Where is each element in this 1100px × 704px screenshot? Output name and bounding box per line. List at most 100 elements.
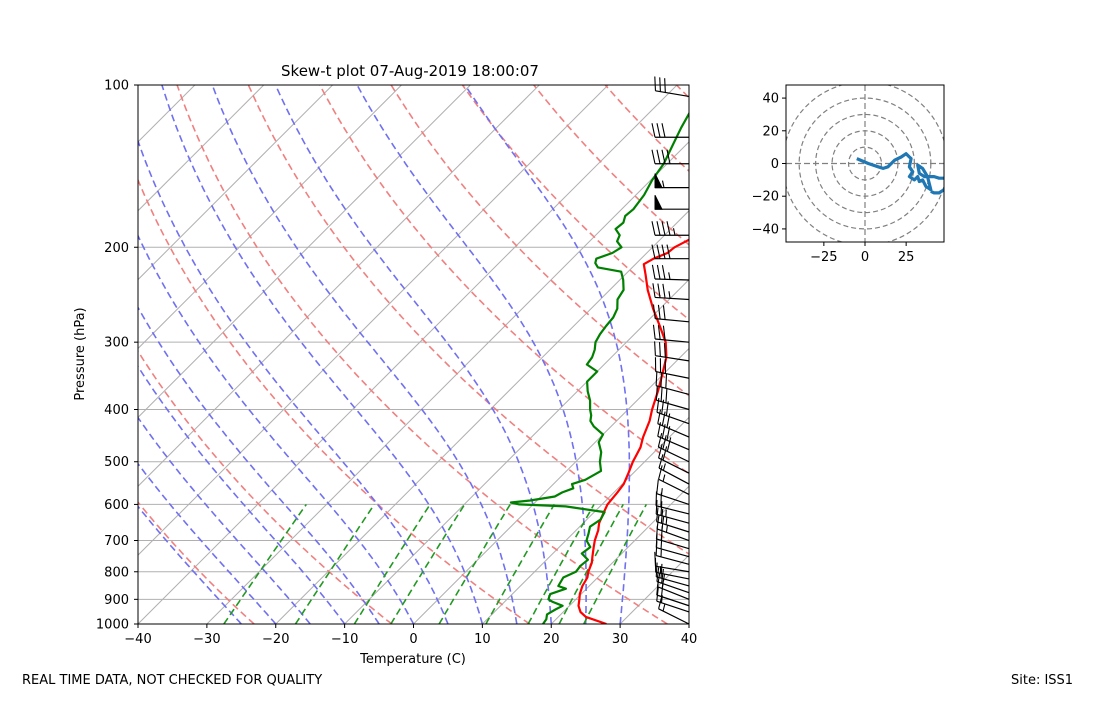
barb-half-flag	[661, 488, 662, 495]
barb-flag	[663, 435, 666, 449]
wind-barb	[653, 304, 689, 321]
isotherm	[0, 85, 264, 624]
barb-flag	[663, 305, 665, 319]
hodograph-y-tick-label: 0	[771, 157, 779, 172]
x-tick-label: 30	[612, 632, 629, 647]
barb-flag	[665, 78, 666, 92]
barb-flag	[663, 284, 665, 298]
barb-flag	[653, 325, 655, 339]
barb-flag	[652, 150, 655, 164]
dry-adiabat	[463, 85, 1100, 624]
hodograph-y-tick-label: 20	[762, 124, 779, 139]
barb-flag	[657, 479, 659, 493]
barb-shaft	[656, 386, 689, 395]
barb-flag	[660, 77, 661, 91]
dry-adiabat	[320, 85, 943, 624]
moist-adiabat	[86, 85, 413, 624]
wind-barb	[655, 174, 689, 188]
barb-flag	[666, 389, 667, 403]
barb-shaft	[655, 279, 689, 280]
moist-adiabat	[7, 85, 310, 624]
hodograph-y-tick-label: −20	[752, 190, 779, 205]
barb-flag	[657, 123, 660, 137]
hodograph-y-tick-label: 40	[762, 92, 779, 107]
hodograph-y-tick-label: −40	[752, 222, 779, 237]
isotherm	[482, 85, 1021, 624]
y-tick-label: 1000	[96, 618, 129, 633]
moist-adiabat	[121, 85, 448, 624]
moist-adiabat	[357, 85, 586, 624]
barb-half-flag	[663, 604, 665, 611]
barb-flag	[653, 283, 655, 297]
barb-flag	[656, 386, 657, 400]
wind-barb	[653, 325, 689, 342]
skew-t-frame	[138, 85, 689, 624]
isotherm	[620, 85, 1100, 624]
wind-barb	[658, 422, 689, 449]
chart-title: Skew-t plot 07-Aug-2019 18:00:07	[281, 62, 539, 80]
barb-half-flag	[674, 228, 676, 235]
x-tick-label: −40	[124, 632, 151, 647]
barb-flag	[658, 410, 661, 424]
barb-shaft	[658, 436, 689, 449]
moist-adiabat	[276, 85, 552, 624]
mixing-ratio-line	[584, 504, 647, 624]
barb-shaft	[657, 412, 689, 423]
x-tick-label: 20	[543, 632, 560, 647]
barb-flag	[656, 563, 657, 577]
barb-flag	[656, 371, 657, 385]
wind-barb	[655, 341, 689, 361]
dry-adiabat	[605, 85, 1100, 624]
barb-flag	[666, 374, 667, 388]
barb-half-flag	[666, 518, 667, 525]
x-tick-label: 10	[474, 632, 491, 647]
isotherm	[0, 85, 57, 624]
barb-shaft	[655, 297, 689, 299]
barb-flag	[655, 341, 656, 355]
barb-half-flag	[669, 291, 670, 298]
y-tick-label: 800	[104, 565, 129, 580]
quality-disclaimer: REAL TIME DATA, NOT CHECKED FOR QUALITY	[22, 673, 322, 688]
dry-adiabat	[748, 85, 1100, 624]
y-tick-label: 400	[104, 403, 129, 418]
isotherm	[345, 85, 884, 624]
x-tick-label: −30	[193, 632, 220, 647]
barb-flag	[662, 123, 665, 137]
barb-flag	[657, 150, 660, 164]
x-tick-label: 0	[409, 632, 417, 647]
wind-barb	[652, 265, 689, 280]
barb-flag	[660, 342, 661, 356]
barb-flag	[661, 387, 662, 401]
isotherm	[758, 85, 1100, 624]
isotherm	[0, 85, 470, 624]
x-tick-label: −10	[331, 632, 358, 647]
wind-barb	[655, 195, 689, 209]
barb-flag	[652, 265, 655, 279]
y-axis-label: Pressure (hPa)	[73, 307, 88, 400]
x-axis-label: Temperature (C)	[359, 652, 466, 667]
barb-flag	[652, 221, 655, 235]
barb-flag	[662, 150, 665, 164]
hodograph-x-tick-label: −25	[810, 250, 837, 265]
barb-shaft	[656, 400, 689, 409]
barb-flag	[658, 305, 660, 319]
y-tick-label: 900	[104, 593, 129, 608]
x-tick-label: −20	[262, 632, 289, 647]
site-label: Site: ISS1	[1011, 673, 1073, 688]
isotherm	[689, 85, 1100, 624]
hodograph-x-tick-label: 0	[861, 250, 869, 265]
hodograph-area	[783, 82, 951, 246]
mixing-ratio-line	[391, 504, 465, 624]
barb-half-flag	[663, 181, 665, 188]
barb-flag	[655, 552, 656, 566]
barb-half-flag	[663, 475, 665, 482]
y-tick-label: 300	[104, 336, 129, 351]
skew-t-lines	[0, 85, 1100, 624]
barb-half-flag	[663, 464, 665, 471]
barb-shaft	[655, 319, 689, 322]
barb-flag	[661, 373, 662, 387]
isotherm	[551, 85, 1090, 624]
